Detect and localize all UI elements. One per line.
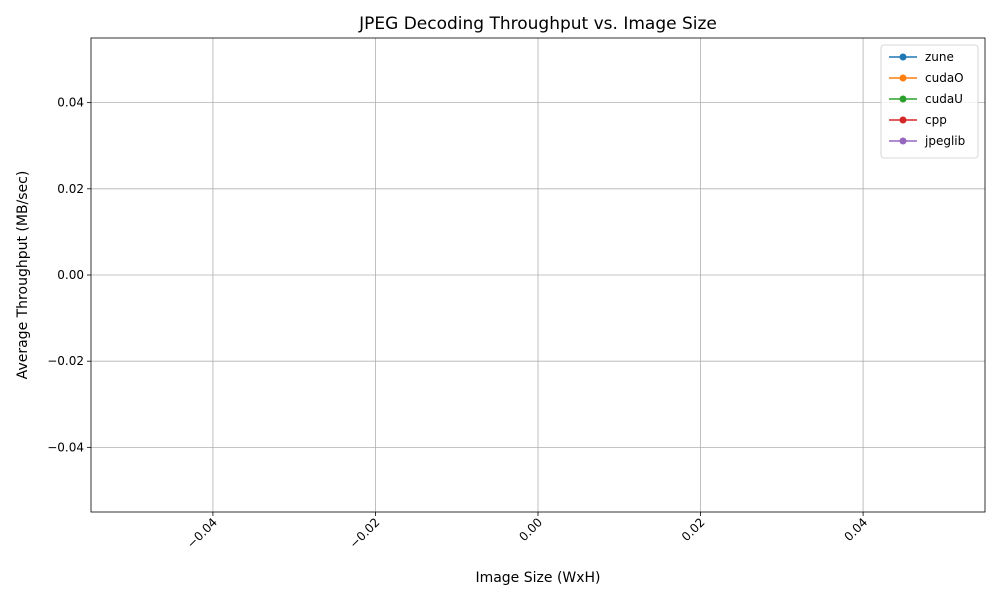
y-tick-label: 0.04 [57,96,84,110]
x-tick-label: 0.02 [679,515,708,544]
x-tick-label: 0.00 [516,515,545,544]
x-axis-ticks: −0.04 −0.02 0.00 0.02 0.04 [184,512,870,551]
x-tick-label: 0.04 [841,515,870,544]
legend-marker-cudaO [899,74,907,82]
chart-title: JPEG Decoding Throughput vs. Image Size [358,14,717,34]
legend-marker-zune [899,53,907,61]
legend-marker-cudaU [899,95,907,103]
x-tick-label: −0.04 [184,515,220,551]
legend-label-jpeglib: jpeglib [924,134,965,148]
grid [91,38,985,512]
y-axis-ticks: −0.04 −0.02 0.00 0.02 0.04 [47,96,91,454]
legend-box [880,44,979,159]
y-tick-label: −0.02 [47,354,84,368]
legend-marker-jpeglib [899,137,907,145]
x-tick-label: −0.02 [347,515,383,551]
x-axis-label: Image Size (WxH) [475,570,600,586]
legend-label-zune: zune [925,50,954,64]
legend: zune cudaO cudaU cpp jpeglib [880,44,979,159]
legend-marker-cpp [899,116,907,124]
y-tick-label: 0.00 [57,268,84,282]
legend-label-cpp: cpp [925,113,947,127]
legend-label-cudaO: cudaO [925,71,964,85]
y-tick-label: 0.02 [57,182,84,196]
y-axis-label: Average Throughput (MB/sec) [15,171,31,380]
y-tick-label: −0.04 [47,440,84,454]
legend-label-cudaU: cudaU [925,92,963,106]
